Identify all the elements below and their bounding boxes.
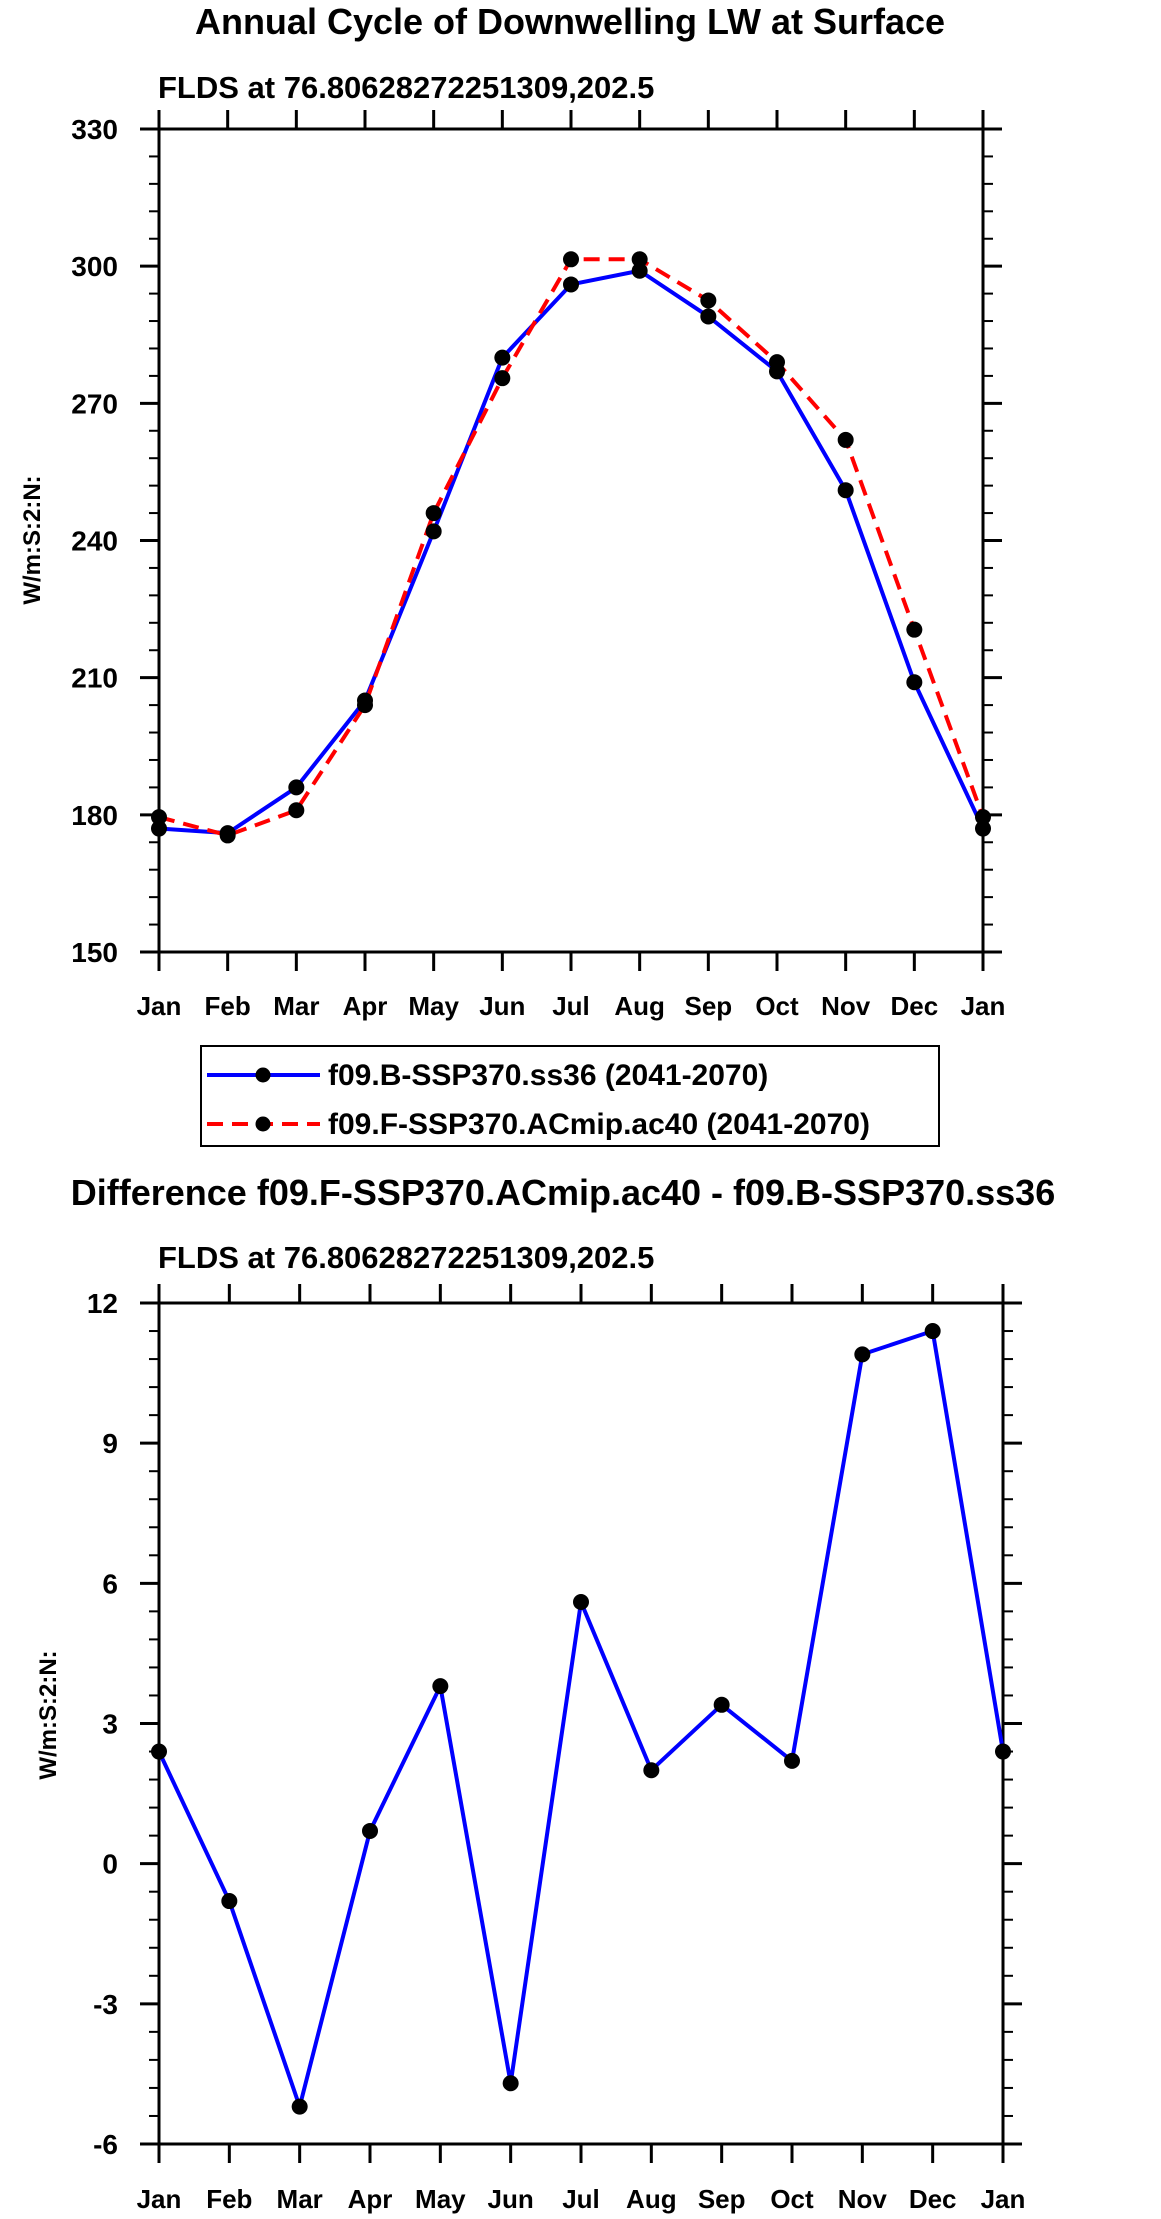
legend-label-series-2: f09.F-SSP370.ACmip.ac40 (2041-2070) (328, 1108, 870, 1141)
chart1-series-1-point (288, 779, 305, 796)
chart2-ytick-label: 6 (102, 1568, 118, 1599)
chart1-series-2-point (494, 370, 511, 387)
chart1-series-1-point (906, 674, 923, 691)
chart1-series-line-2 (158, 257, 985, 838)
chart2-plot-frame (157, 1301, 1005, 2146)
chart1-series-line-1 (158, 268, 985, 836)
chart1-xtick-label: Oct (755, 991, 799, 1021)
legend-marker-series-2 (255, 1116, 271, 1132)
chart1-xtick-label: Jul (552, 991, 590, 1021)
chart1-ytick-label: 150 (71, 937, 118, 968)
chart1-xtick-label: May (408, 991, 459, 1021)
chart1-series-1-point (975, 820, 991, 837)
chart1-xtick-label: Jun (479, 991, 525, 1021)
chart2-xtick-label: Jun (488, 2184, 534, 2214)
chart1-series-2-point (906, 621, 923, 638)
chart1-series-2-point (288, 802, 305, 819)
chart2-xtick-label: Dec (909, 2184, 957, 2214)
chart1-xtick-label: Jan (961, 991, 1006, 1021)
chart1-ylabel: W/m:S:2:N: (19, 475, 46, 604)
chart1-axes: 150 180 210 240 270 300 330 Jan Feb Mar Apr May Jun J… (71, 110, 1005, 1021)
chart2-series-1-point (221, 1893, 238, 1910)
chart2-series-line-1 (157, 1329, 1005, 2109)
chart1-xtick-label: Aug (614, 991, 665, 1021)
chart2-xtick-label: Jan (981, 2184, 1026, 2214)
chart2-xtick-label: May (415, 2184, 466, 2214)
chart1-series-1-point (837, 482, 854, 499)
chart1-xtick-label: Apr (343, 991, 388, 1021)
chart2-series-1-point (432, 1678, 449, 1695)
chart1-series-1-point (563, 276, 579, 293)
legend: f09.B-SSP370.ss36 (2041-2070) f09.F-SSP3… (200, 1045, 940, 1147)
chart1-series-2-point (631, 251, 648, 268)
chart1-series-1-point (631, 262, 648, 279)
legend-label-series-1: f09.B-SSP370.ss36 (2041-2070) (328, 1059, 768, 1092)
chart1-xtick-label: Nov (821, 991, 871, 1021)
chart2-xtick-label: Oct (770, 2184, 814, 2214)
chart1-ytick-label: 330 (71, 114, 118, 145)
chart2-xtick-label: Mar (277, 2184, 323, 2214)
chart2-subtitle: FLDS at 76.80628272251309,202.5 (158, 1240, 654, 1275)
chart1-xtick-label: Dec (890, 991, 938, 1021)
chart2-series-1-point (151, 1743, 167, 1760)
annual-cycle-chart: Annual Cycle of Downwelling LW at Surfac… (19, 1, 1005, 1021)
chart2-marks (151, 1323, 1011, 2115)
chart2-xtick-label: Aug (626, 2184, 677, 2214)
chart1-series-2-point (700, 292, 717, 309)
chart1-xtick-label: Sep (684, 991, 732, 1021)
chart2-series-1-point (362, 1822, 378, 1839)
chart2-series-1-point (995, 1743, 1011, 1760)
chart1-subtitle: FLDS at 76.80628272251309,202.5 (158, 70, 654, 105)
chart2-series-1-point (643, 1762, 660, 1779)
chart2-ytick-label: -3 (93, 1989, 118, 2020)
chart1-series-2-point (425, 505, 442, 522)
chart2-series-1-point (713, 1696, 730, 1713)
chart2-axes: -6 -3 0 3 6 9 12 Jan Feb Mar Apr May Jun Jul Aug Sep Oct… (87, 1284, 1026, 2214)
chart1-xtick-label: Mar (273, 991, 319, 1021)
chart2-ylabel: W/m:S:2:N: (35, 1650, 62, 1779)
chart2-xtick-label: Jul (562, 2184, 600, 2214)
chart2-xtick-label: Feb (206, 2184, 252, 2214)
chart2-ytick-label: 3 (102, 1709, 118, 1740)
legend-marker-series-1 (255, 1067, 271, 1083)
chart2-xtick-label: Nov (838, 2184, 888, 2214)
chart1-xtick-label: Feb (205, 991, 251, 1021)
chart1-marks (151, 251, 991, 844)
chart2-ytick-label: 9 (102, 1428, 118, 1459)
chart2-series-1-point (291, 2098, 308, 2115)
chart2-series-1-point (573, 1594, 589, 1611)
chart1-xtick-label: Jan (137, 991, 182, 1021)
chart1-ytick-label: 300 (71, 251, 118, 282)
chart1-series-2-point (219, 827, 236, 844)
chart2-ytick-label: 0 (102, 1849, 118, 1880)
chart2-ytick-label: 12 (87, 1288, 118, 1319)
chart1-ytick-label: 180 (71, 800, 118, 831)
chart2-xtick-label: Sep (698, 2184, 746, 2214)
chart2-series-1-point (784, 1752, 800, 1769)
chart1-series-2-point (837, 431, 854, 448)
chart1-series-2-point (357, 697, 373, 714)
chart1-title: Annual Cycle of Downwelling LW at Surfac… (195, 1, 945, 42)
chart1-series-2-point (975, 809, 991, 826)
chart1-series-2-point (769, 354, 785, 371)
chart1-ytick-label: 240 (71, 526, 118, 557)
chart2-ytick-label: -6 (93, 2129, 118, 2160)
chart2-xtick-label: Jan (137, 2184, 182, 2214)
chart1-ytick-label: 210 (71, 663, 118, 694)
difference-chart: Difference f09.F-SSP370.ACmip.ac40 - f09… (35, 1172, 1055, 2214)
chart1-series-2-point (563, 251, 579, 268)
chart2-series-1-point (502, 2075, 519, 2092)
chart1-series-1-point (700, 308, 717, 325)
chart1-series-1-point (425, 523, 442, 540)
chart1-series-1-point (494, 349, 511, 366)
legend-box (200, 1045, 940, 1147)
chart2-xtick-label: Apr (348, 2184, 393, 2214)
chart2-title: Difference f09.F-SSP370.ACmip.ac40 - f09… (71, 1172, 1055, 1213)
chart1-ytick-label: 270 (71, 388, 118, 419)
chart2-series-1-point (924, 1323, 941, 1340)
chart1-series-2-point (151, 809, 167, 826)
chart1-series-1-point (151, 820, 167, 837)
chart2-series-1-point (854, 1346, 871, 1363)
